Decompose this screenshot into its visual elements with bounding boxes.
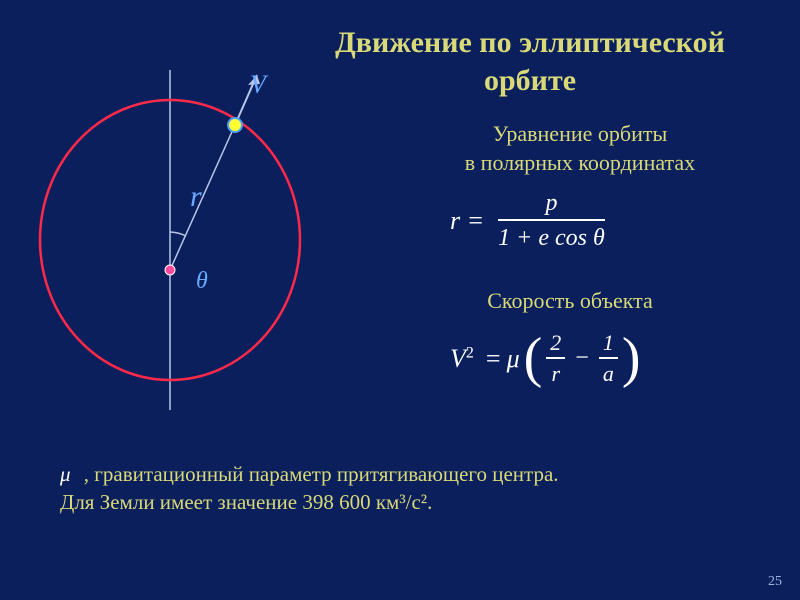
- frac1-den: r: [546, 359, 565, 387]
- focus-point: [165, 265, 175, 275]
- speed-label: Скорость объекта: [380, 288, 760, 314]
- paren-open: (: [524, 336, 543, 381]
- formula-speed-mu: μ: [507, 344, 520, 374]
- frac2-num: 1: [599, 330, 618, 359]
- formula-speed-minus: −: [575, 345, 589, 372]
- orbit-eq-line1: Уравнение орбиты: [493, 121, 668, 146]
- formula-orbit-lhs: r =: [450, 206, 484, 236]
- radius-vector: [170, 125, 235, 270]
- footnote: μ , гравитационный параметр притягивающе…: [60, 460, 760, 517]
- label-theta: θ: [196, 268, 208, 295]
- formula-orbit-den: 1 + e cos θ: [498, 221, 605, 252]
- label-r: r: [190, 180, 202, 214]
- orbit-equation-label: Уравнение орбиты в полярных координатах: [380, 120, 780, 177]
- frac1-num: 2: [546, 330, 565, 359]
- formula-speed-frac1: 2 r: [546, 330, 565, 387]
- orbiting-body: [228, 118, 242, 132]
- slide-title: Движение по эллиптической орбите: [300, 24, 760, 99]
- formula-orbit: r = p 1 + e cos θ: [450, 190, 605, 252]
- orbit-svg: [20, 30, 320, 410]
- formula-speed-V: V: [450, 344, 466, 373]
- orbit-eq-line2: в полярных координатах: [465, 150, 695, 175]
- frac2-den: a: [599, 359, 618, 387]
- footnote-mu-symbol: μ: [60, 462, 71, 486]
- theta-arc: [170, 232, 186, 236]
- page-number: 25: [768, 574, 782, 590]
- formula-orbit-num: p: [498, 190, 605, 221]
- formula-orbit-frac: p 1 + e cos θ: [498, 190, 605, 252]
- paren-close: ): [622, 336, 641, 381]
- formula-speed: V2 = μ ( 2 r − 1 a ): [450, 330, 640, 387]
- formula-speed-eq: =: [486, 344, 501, 374]
- label-V: V: [250, 70, 266, 100]
- orbit-diagram: V r θ: [20, 30, 320, 410]
- formula-speed-exp: 2: [466, 344, 474, 361]
- formula-speed-lhs: V2: [450, 344, 474, 374]
- footnote-line2: Для Земли имеет значение 398 600 км³/с².: [60, 490, 432, 514]
- footnote-line1: , гравитационный параметр притягивающего…: [84, 462, 559, 486]
- formula-speed-frac2: 1 a: [599, 330, 618, 387]
